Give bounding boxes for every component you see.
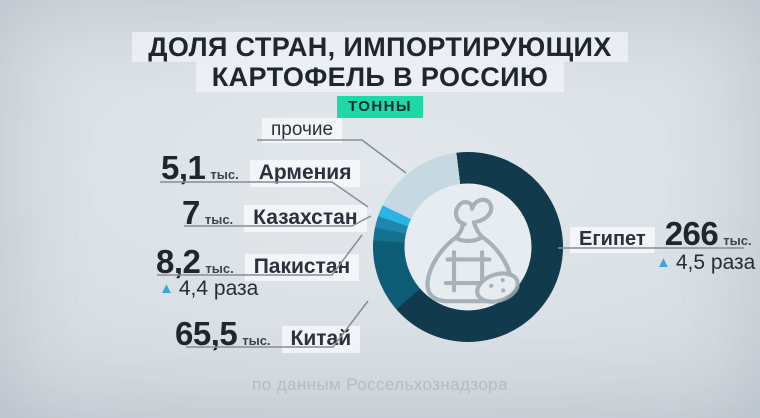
donut-chart — [373, 152, 563, 342]
data-source-note: по данным Россельхознадзора — [252, 375, 508, 394]
title-line-2: КАРТОФЕЛЬ В РОССИЮ — [195, 62, 565, 93]
unit-china: тыс. — [242, 333, 271, 348]
callout-kazakhstan: 7 тыс. Казахстан — [182, 194, 367, 233]
growth-up-icon: ▲ — [159, 279, 174, 297]
country-label-kazakhstan: Казахстан — [244, 205, 367, 233]
units-badge: ТОННЫ — [337, 96, 423, 118]
callout-others: прочие — [262, 118, 343, 143]
growth-egypt: ▲ 4,5 раза — [656, 251, 755, 275]
title-line-1: ДОЛЯ СТРАН, ИМПОРТИРУЮЩИХ — [132, 32, 628, 63]
value-armenia: 5,1 — [161, 149, 206, 186]
value-egypt: 266 — [664, 215, 719, 252]
potato-sack-icon — [424, 197, 519, 304]
callout-china: 65,5 тыс. Китай — [175, 315, 361, 354]
value-pakistan: 8,2 — [156, 243, 201, 280]
callout-pakistan: 8,2 тыс. Пакистан — [156, 243, 360, 282]
value-china: 65,5 — [175, 315, 238, 352]
growth-text-pakistan: 4,4 раза — [178, 277, 259, 300]
unit-kazakhstan: тыс. — [204, 212, 234, 227]
value-kazakhstan: 7 — [182, 194, 200, 231]
country-label-pakistan: Пакистан — [244, 254, 360, 282]
country-label-others: прочие — [262, 118, 343, 143]
country-label-armenia: Армения — [249, 160, 361, 188]
country-label-china: Китай — [281, 326, 361, 354]
growth-pakistan: ▲ 4,4 раза — [159, 277, 258, 301]
donut-hole — [404, 183, 532, 311]
unit-armenia: тыс. — [210, 167, 239, 182]
callout-egypt: Египет 266 тыс. — [570, 217, 752, 253]
growth-text-egypt: 4,5 раза — [675, 251, 756, 274]
country-label-egypt: Египет — [570, 227, 655, 253]
unit-pakistan: тыс. — [205, 261, 234, 276]
growth-up-icon: ▲ — [656, 253, 671, 271]
callout-armenia: 5,1 тыс. Армения — [161, 149, 361, 188]
title-block: ДОЛЯ СТРАН, ИМПОРТИРУЮЩИХ КАРТОФЕЛЬ В РО… — [0, 32, 760, 118]
unit-egypt: тыс. — [723, 233, 752, 248]
